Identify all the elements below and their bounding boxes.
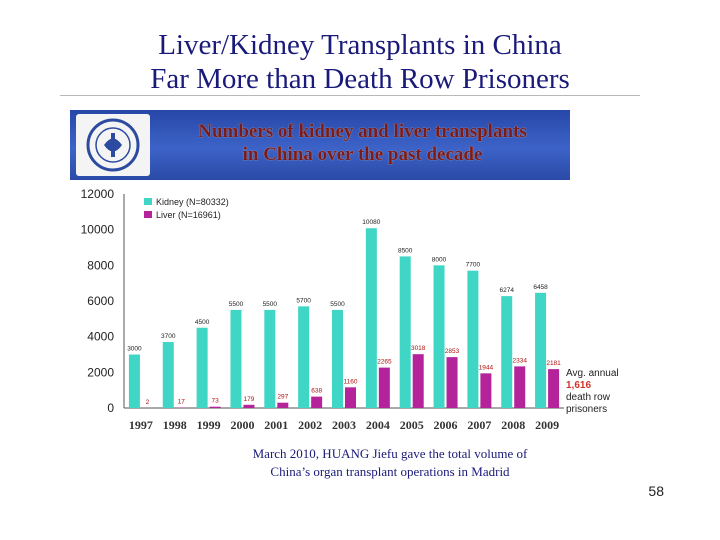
liver-data-label: 2334 [512,357,527,364]
liver-data-label: 297 [277,394,288,401]
slide-title: Liver/Kidney Transplants in China Far Mo… [60,28,660,96]
kidney-bar [433,265,445,408]
liver-data-label: 1160 [344,378,358,385]
liver-bar [311,396,323,408]
kidney-data-label: 5500 [263,301,278,308]
kidney-bar [399,256,411,408]
kidney-bar [230,309,242,408]
liver-data-label: 2181 [546,360,561,367]
kidney-data-label: 6274 [499,287,514,294]
kidney-bar [365,228,377,408]
kidney-bar [264,309,276,408]
kidney-data-label: 3700 [161,333,176,340]
liver-data-label: 2 [146,399,150,406]
title-line-1: Liver/Kidney Transplants in China [158,29,562,61]
legend-swatch-kidney [144,198,152,205]
death-row-note: Avg. annual 1,616 death row prisoners [566,368,619,416]
liver-data-label: 17 [178,399,186,406]
legend-label-liver: Liver (N=16961) [156,210,221,220]
liver-bar [277,402,289,408]
legend-swatch-liver [144,211,152,218]
legend-label-kidney: Kidney (N=80332) [156,197,229,207]
emblem-logo [76,114,150,176]
kidney-data-label: 5500 [330,301,345,308]
y-tick-label: 12000 [81,187,115,201]
transplant-bar-chart: 0 2000 4000 6000 8000 10000 12000 3000 2 1997 3700… [81,187,564,432]
x-tick-label: 1999 [197,418,221,432]
x-tick-label: 2008 [501,418,525,432]
kidney-data-label: 3000 [127,346,142,353]
kidney-bar [196,327,208,408]
note-value: 1,616 [566,380,592,391]
source-caption: March 2010, HUANG Jiefu gave the total v… [200,445,580,481]
y-tick-label: 8000 [87,258,114,272]
kidney-bar [128,354,140,408]
caption-line-1: March 2010, HUANG Jiefu gave the total v… [252,446,528,461]
x-tick-label: 2006 [434,418,458,432]
liver-data-label: 73 [211,398,219,405]
liver-data-label: 2265 [377,359,392,366]
kidney-data-label: 5700 [296,297,311,304]
x-tick-label: 2003 [332,418,356,432]
y-tick-label: 2000 [87,365,114,379]
x-tick-label: 2002 [298,418,322,432]
caption-line-2: China’s organ transplant operations in M… [270,464,510,479]
note-line-4: prisoners [566,404,608,415]
liver-bar [345,387,356,408]
kidney-data-label: 7700 [466,262,481,269]
note-line-3: death row [566,392,610,403]
kidney-bar [467,270,479,408]
x-tick-label: 2001 [264,418,288,432]
title-line-2: Far More than Death Row Prisoners [150,63,570,95]
liver-bar [480,373,492,408]
kidney-data-label: 5500 [229,301,244,308]
y-tick-label: 0 [107,401,114,415]
liver-bar [446,357,458,408]
liver-data-label: 638 [311,388,322,395]
x-tick-label: 2005 [400,418,424,432]
kidney-data-label: 8000 [432,256,447,263]
x-tick-label: 2000 [230,418,254,432]
x-tick-label: 2004 [366,418,390,432]
liver-bar [243,404,255,408]
liver-bar [378,367,390,408]
kidney-bar [535,292,547,408]
note-line-1: Avg. annual [566,368,619,379]
kidney-data-label: 8500 [398,247,413,254]
kidney-bar [298,306,310,408]
banner-line-1: Numbers of kidney and liver transplants [198,121,527,142]
liver-bar [209,406,221,408]
x-tick-label: 2007 [467,418,491,432]
y-tick-label: 10000 [81,223,115,237]
page-number: 58 [648,483,664,499]
y-tick-label: 4000 [87,330,114,344]
liver-data-label: 1944 [479,364,494,371]
kidney-data-label: 4500 [195,319,210,326]
x-tick-label: 1998 [163,418,187,432]
y-tick-label: 6000 [87,294,114,308]
liver-data-label: 3018 [411,345,426,352]
chart-banner: Numbers of kidney and liver transplants … [70,110,570,180]
kidney-data-label: 10080 [362,219,380,226]
title-divider [60,95,640,96]
kidney-bar [332,309,343,408]
liver-bar [514,366,526,408]
liver-data-label: 2853 [445,348,460,355]
liver-data-label: 179 [244,396,255,403]
x-tick-label: 1997 [129,418,153,432]
kidney-bar [162,342,174,408]
kidney-bar [501,296,513,408]
kidney-data-label: 6458 [533,284,548,291]
liver-bar [548,369,560,408]
banner-heading: Numbers of kidney and liver transplants … [160,120,565,166]
liver-bar [412,354,424,408]
x-tick-label: 2009 [535,418,559,432]
banner-line-2: in China over the past decade [242,144,483,165]
